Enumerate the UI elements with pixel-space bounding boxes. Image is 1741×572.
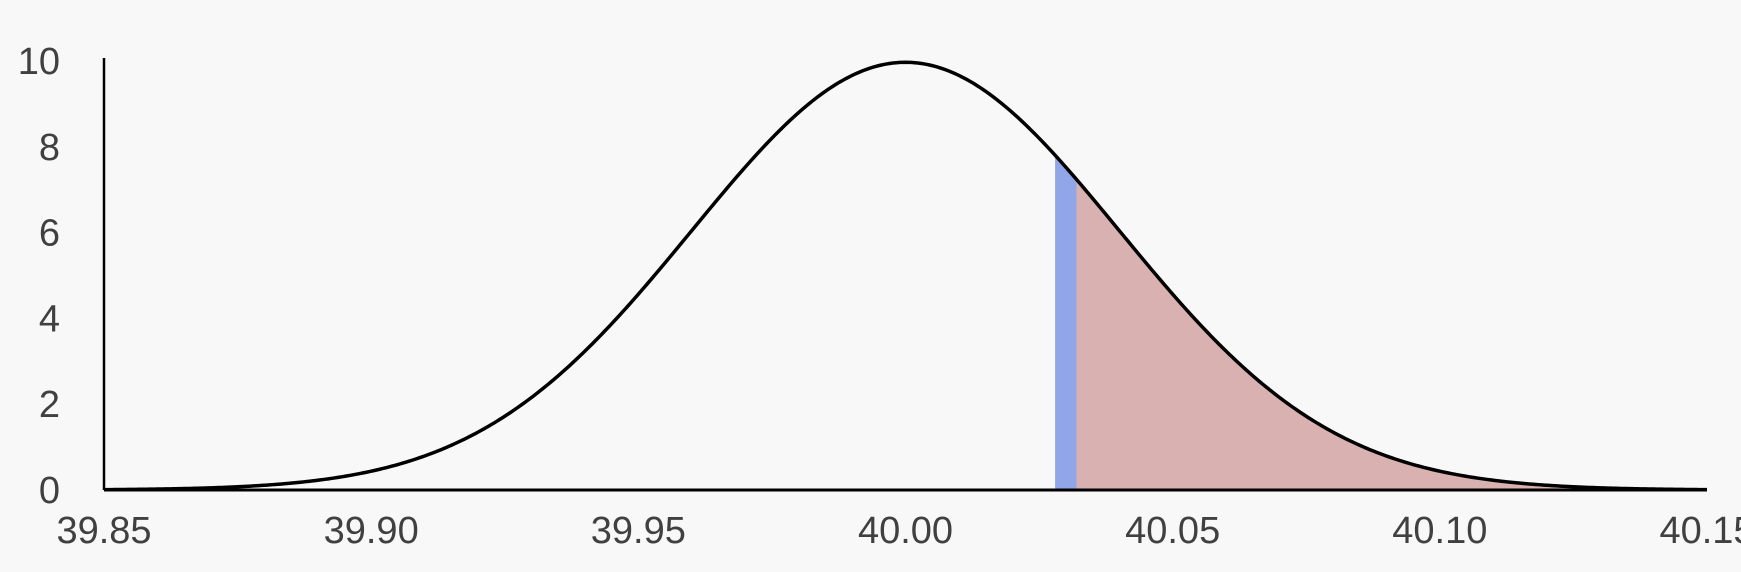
x-tick-label: 39.85: [56, 510, 151, 552]
x-tick-label: 40.15: [1659, 510, 1741, 552]
shaded-band: [1055, 155, 1077, 491]
shaded-tail: [1076, 179, 1707, 491]
x-tick-labels: 39.85 39.90 39.95 40.00 40.05 40.10 40.15: [56, 510, 1741, 552]
y-tick-label: 10: [18, 41, 60, 83]
x-tick-label: 39.95: [591, 510, 686, 552]
y-tick-labels: 0 2 4 6 8 10: [18, 41, 60, 512]
y-tick-label: 6: [39, 213, 60, 255]
x-tick-label: 40.10: [1392, 510, 1487, 552]
density-curve: [103, 60, 1708, 492]
y-tick-label: 4: [39, 298, 60, 340]
x-tick-label: 39.90: [324, 510, 419, 552]
y-tick-label: 2: [39, 384, 60, 426]
y-tick-label: 8: [39, 127, 60, 169]
x-tick-label: 40.00: [858, 510, 953, 552]
shaded-regions: [1055, 155, 1707, 491]
x-tick-label: 40.05: [1125, 510, 1220, 552]
y-tick-label: 0: [39, 470, 60, 512]
